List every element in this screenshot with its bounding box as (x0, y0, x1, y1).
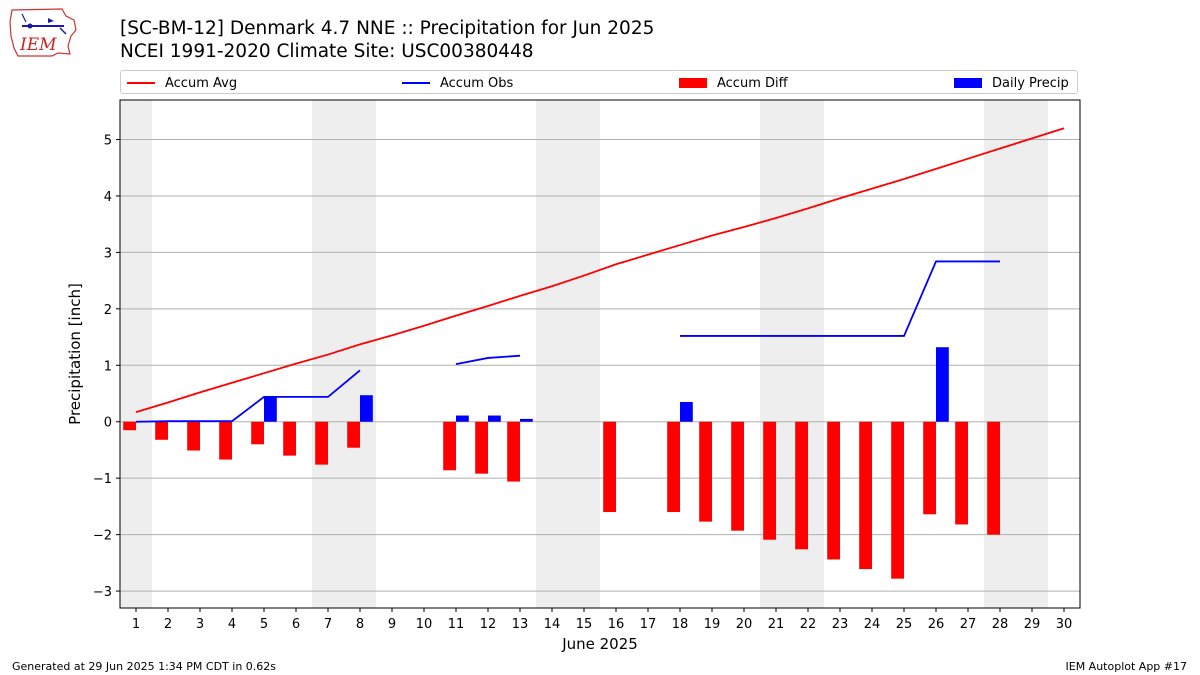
accum-diff-bar (603, 421, 616, 513)
accum-diff-bar (923, 421, 936, 515)
accum-diff-bar (667, 421, 680, 513)
x-tick-label: 17 (640, 617, 657, 632)
x-tick-label: 2 (164, 617, 172, 632)
logo-text: IEM (19, 35, 57, 55)
x-tick-label: 23 (832, 617, 849, 632)
accum-diff-bar (699, 421, 712, 522)
y-tick-label: −1 (93, 472, 112, 487)
accum-diff-bar (315, 421, 328, 465)
x-tick-label: 5 (260, 617, 268, 632)
accum-diff-bar (347, 421, 360, 448)
x-tick-label: 28 (992, 617, 1009, 632)
legend-swatch-accum-obs (402, 82, 430, 84)
chart-legend: Accum Avg Accum Obs Accum Diff Daily Pre… (120, 70, 1078, 94)
x-tick-label: 20 (736, 617, 753, 632)
x-tick-label: 6 (292, 617, 300, 632)
y-tick-label: 1 (104, 359, 112, 374)
x-tick-label: 18 (672, 617, 689, 632)
legend-item-accum-obs: Accum Obs (402, 74, 513, 92)
accum-diff-bar (891, 421, 904, 579)
accum-diff-bar (251, 421, 264, 445)
legend-swatch-daily-precip (954, 78, 982, 88)
x-tick-label: 25 (896, 617, 913, 632)
daily-precip-bar (360, 395, 373, 422)
x-tick-label: 13 (512, 617, 529, 632)
y-tick-label: 5 (104, 134, 112, 149)
accum-diff-bar (283, 421, 296, 456)
x-tick-label: 27 (960, 617, 977, 632)
x-tick-label: 19 (704, 617, 721, 632)
x-tick-label: 4 (228, 617, 236, 632)
x-tick-label: 24 (864, 617, 881, 632)
accum-diff-bar (763, 421, 776, 540)
x-tick-label: 7 (324, 617, 332, 632)
x-tick-label: 21 (768, 617, 785, 632)
chart-title: [SC-BM-12] Denmark 4.7 NNE :: Precipitat… (120, 18, 655, 39)
accum-diff-bar (859, 421, 872, 570)
x-tick-label: 30 (1056, 617, 1073, 632)
legend-label-accum-diff: Accum Diff (717, 75, 788, 91)
accum-diff-bar (443, 421, 456, 471)
daily-precip-bar (936, 347, 949, 422)
accum-obs-line (135, 369, 361, 423)
accum-diff-bar (795, 421, 808, 550)
accum-diff-bar (955, 421, 968, 525)
accum-diff-bar (987, 421, 1000, 535)
y-tick-label: 2 (104, 303, 112, 318)
y-axis-label: Precipitation [inch] (66, 283, 84, 425)
chart-subtitle: NCEI 1991-2020 Climate Site: USC00380448 (120, 41, 534, 62)
legend-item-accum-diff: Accum Diff (679, 74, 788, 92)
daily-precip-bar (264, 396, 277, 422)
x-tick-label: 1 (132, 617, 140, 632)
daily-precip-bar (488, 415, 501, 422)
x-tick-label: 9 (388, 617, 396, 632)
legend-item-accum-avg: Accum Avg (127, 74, 237, 92)
legend-label-accum-obs: Accum Obs (440, 75, 514, 91)
y-tick-label: 0 (104, 416, 112, 431)
autoplot-app-label: IEM Autoplot App #17 (1065, 660, 1188, 673)
daily-precip-bar (680, 401, 693, 422)
x-tick-label: 16 (608, 617, 625, 632)
accum-diff-bar (123, 421, 136, 431)
y-tick-label: −2 (93, 529, 112, 544)
accum-diff-bar (507, 421, 520, 482)
generated-timestamp: Generated at 29 Jun 2025 1:34 PM CDT in … (12, 660, 277, 673)
y-tick-label: −3 (93, 585, 112, 600)
accum-diff-bar (155, 421, 168, 440)
weekend-shade (312, 100, 376, 608)
accum-obs-line (680, 260, 1000, 337)
accum-diff-bar (827, 421, 840, 560)
accum-diff-bar (219, 421, 232, 460)
accum-diff-bar (187, 421, 200, 451)
x-tick-label: 26 (928, 617, 945, 632)
legend-swatch-accum-avg (127, 82, 155, 84)
x-tick-label: 3 (196, 617, 204, 632)
x-tick-label: 14 (544, 617, 561, 632)
accum-diff-bar (475, 421, 488, 474)
weekend-shade (120, 100, 152, 608)
x-tick-label: 29 (1024, 617, 1041, 632)
y-tick-label: 3 (104, 246, 112, 261)
y-tick-label: 4 (104, 190, 112, 205)
legend-item-daily-precip: Daily Precip (954, 74, 1069, 92)
x-tick-label: 12 (480, 617, 497, 632)
plot-frame (119, 99, 1081, 609)
daily-precip-bar (456, 415, 469, 422)
accum-diff-bar (731, 421, 744, 531)
legend-label-daily-precip: Daily Precip (992, 75, 1069, 91)
weekend-shade (536, 100, 600, 608)
x-tick-label: 15 (576, 617, 593, 632)
daily-precip-bar (520, 418, 533, 422)
x-axis-label: June 2025 (561, 635, 638, 653)
x-tick-label: 11 (448, 617, 465, 632)
iem-logo: IEM (8, 6, 80, 60)
x-tick-label: 10 (416, 617, 433, 632)
accum-avg-line (135, 127, 1065, 413)
x-tick-label: 22 (800, 617, 817, 632)
accum-obs-line (455, 354, 521, 366)
legend-swatch-accum-diff (679, 78, 707, 88)
legend-label-accum-avg: Accum Avg (165, 75, 238, 91)
x-tick-label: 8 (356, 617, 364, 632)
